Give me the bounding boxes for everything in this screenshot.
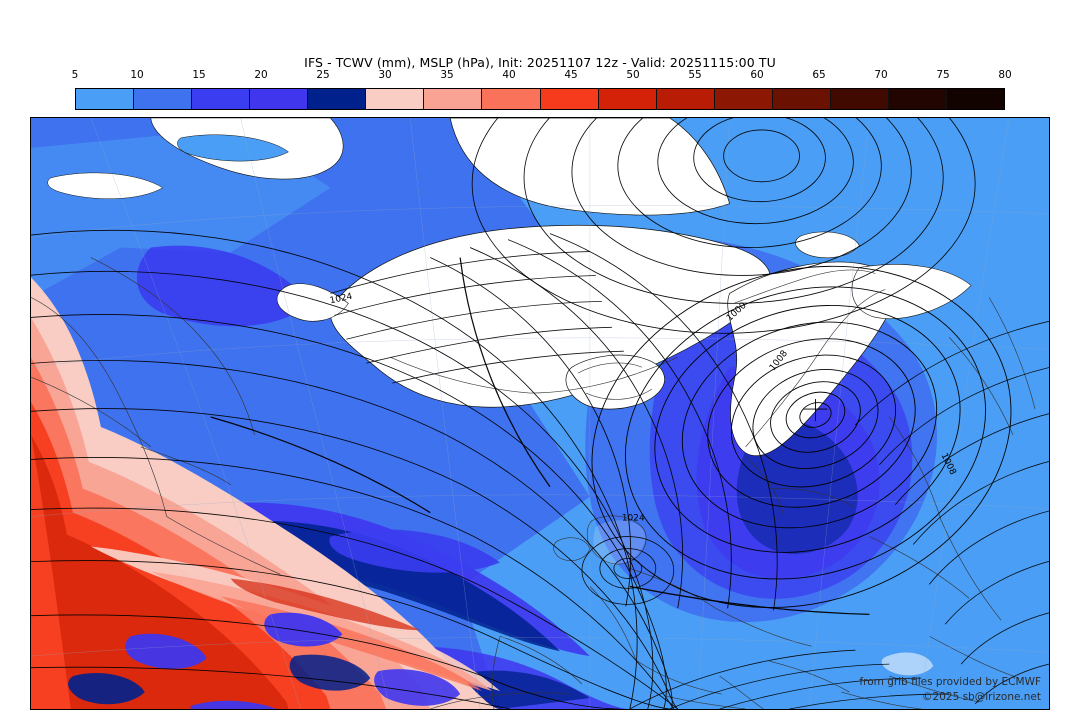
colorbar-segment <box>598 89 657 109</box>
colorbar-tick-label: 80 <box>998 69 1012 81</box>
colorbar-segment <box>714 89 773 109</box>
isobar-label-1024: 1024 <box>622 514 645 524</box>
colorbar-tick-label: 35 <box>440 69 454 81</box>
colorbar-tick-label: 40 <box>502 69 516 81</box>
page-title: IFS - TCWV (mm), MSLP (hPa), Init: 20251… <box>304 55 776 70</box>
colorbar-tick-label: 75 <box>936 69 950 81</box>
colorbar-tick-label: 55 <box>688 69 702 81</box>
colorbar-tick-label: 60 <box>750 69 764 81</box>
colorbar-tick-label: 10 <box>130 69 144 81</box>
colorbar-tick-label: 45 <box>564 69 578 81</box>
colorbar-segment <box>540 89 599 109</box>
map-canvas[interactable]: 1024 1024 1008 1008 1000 from grib files… <box>30 117 1050 710</box>
colorbar <box>75 88 1005 110</box>
colorbar-tick-label: 25 <box>316 69 330 81</box>
colorbar-tick-label: 65 <box>812 69 826 81</box>
colorbar-segment <box>308 89 367 109</box>
colorbar-tick-labels: 5 10 15 20 25 30 35 40 45 50 55 60 65 70 75 80 <box>71 69 1012 83</box>
colorbar-segment <box>482 89 541 109</box>
colorbar-segment <box>134 89 193 109</box>
colorbar-tick-label: 70 <box>874 69 888 81</box>
colorbar-segment <box>656 89 715 109</box>
colorbar-tick-label: 20 <box>254 69 268 81</box>
isobar-label-1024b: 1024 <box>329 292 354 307</box>
colorbar-segment <box>946 89 1004 109</box>
colorbar-segment <box>772 89 831 109</box>
colorbar-segment <box>192 89 251 109</box>
colorbar-segment <box>76 89 135 109</box>
colorbar-tick-label: 30 <box>378 69 392 81</box>
colorbar-segment <box>366 89 425 109</box>
colorbar-tick-label: 15 <box>192 69 206 81</box>
colorbar-segment <box>830 89 889 109</box>
map-graphic: 1024 1024 1008 1008 1000 <box>31 118 1049 709</box>
colorbar-segments <box>75 88 1005 110</box>
colorbar-segment <box>888 89 947 109</box>
colorbar-segment <box>250 89 309 109</box>
colorbar-tick-label: 50 <box>626 69 640 81</box>
colorbar-tick-label: 5 <box>71 69 79 81</box>
colorbar-segment <box>424 89 483 109</box>
